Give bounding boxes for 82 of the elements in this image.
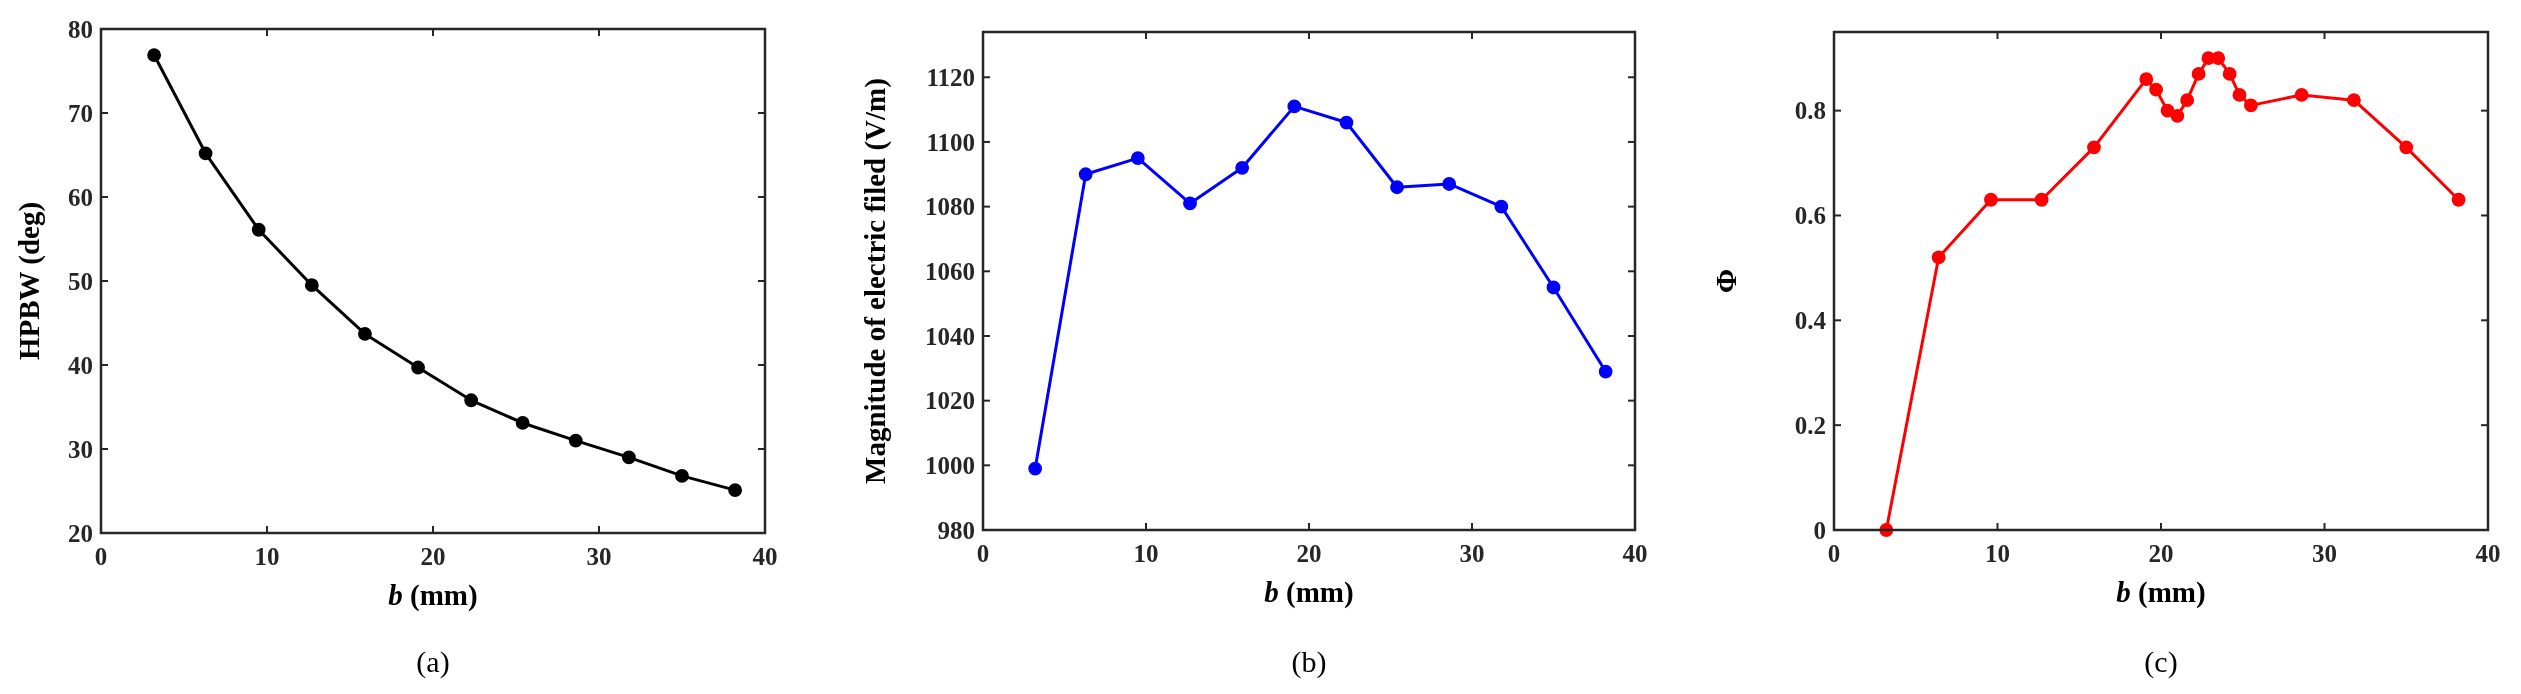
- x-axis-title: b (mm): [1264, 576, 1354, 609]
- x-tick-label: 20: [1296, 540, 1322, 567]
- point: [1546, 280, 1561, 295]
- x-tick-label: 10: [254, 543, 280, 570]
- point: [2087, 140, 2101, 155]
- y-tick-label: 0.6: [1794, 202, 1826, 230]
- y-tick-label: 50: [68, 267, 93, 295]
- x-tick-label: 10: [1985, 540, 2010, 567]
- y-axis-title: Φ: [1710, 268, 1742, 294]
- point: [1339, 115, 1354, 130]
- x-tick-label: 10: [1133, 540, 1159, 567]
- point: [1984, 192, 1998, 207]
- point: [147, 48, 162, 62]
- point: [2399, 140, 2414, 155]
- point: [675, 468, 689, 483]
- point: [1287, 99, 1302, 114]
- x-tick-label: 40: [2475, 540, 2501, 567]
- x-tick-label: 30: [586, 543, 612, 570]
- text: (b): [1291, 645, 1327, 679]
- point: [568, 433, 583, 448]
- y-tick-label: 1080: [925, 193, 975, 221]
- point: [2149, 82, 2164, 97]
- point: [1494, 199, 1509, 214]
- y-tick-label: 30: [68, 435, 93, 463]
- x-tick-label: 40: [752, 543, 778, 570]
- point: [251, 222, 266, 237]
- point: [2211, 51, 2226, 66]
- text: (a): [416, 645, 450, 679]
- x-tick-label: 40: [1622, 540, 1648, 567]
- point: [2294, 88, 2309, 102]
- point: [2451, 192, 2466, 207]
- x-tick-label: 30: [1459, 540, 1485, 567]
- point: [2222, 67, 2237, 81]
- point: [2232, 88, 2247, 102]
- x-axis-title: b (mm): [388, 579, 478, 612]
- y-tick-label: 1100: [926, 128, 975, 156]
- y-tick-label: 70: [68, 99, 93, 127]
- point: [198, 146, 213, 161]
- y-tick-label: 1040: [925, 322, 975, 350]
- y-tick-label: 1000: [925, 452, 975, 480]
- point: [1598, 364, 1613, 379]
- point: [2139, 72, 2154, 87]
- point: [464, 393, 479, 408]
- point: [1235, 160, 1250, 175]
- x-tick-label: 30: [2312, 540, 2337, 567]
- point: [2180, 93, 2195, 108]
- point: [358, 327, 372, 341]
- y-tick-label: 40: [68, 351, 93, 379]
- y-axis-title: HPBW (deg): [13, 201, 46, 361]
- y-tick-label: 1120: [926, 64, 975, 92]
- point: [2347, 93, 2361, 108]
- point: [1390, 180, 1404, 195]
- point: [2034, 192, 2049, 207]
- y-tick-label: 0.8: [1794, 97, 1826, 125]
- text: (c): [2144, 645, 2178, 679]
- y-tick-label: 1060: [925, 258, 975, 286]
- point: [1028, 461, 1043, 476]
- point: [304, 278, 319, 293]
- point: [411, 360, 425, 375]
- y-tick-label: 20: [68, 519, 93, 547]
- y-tick-label: 0.4: [1794, 307, 1827, 335]
- point: [2191, 67, 2206, 81]
- point: [515, 416, 530, 430]
- y-axis-title: Magnitude of electric filed (V/m): [859, 78, 892, 484]
- y-tick-label: 60: [68, 183, 93, 211]
- point: [728, 483, 743, 498]
- y-tick-label: 0.2: [1794, 411, 1826, 439]
- x-tick-label: 20: [2148, 540, 2174, 567]
- point: [621, 450, 636, 465]
- y-tick-label: 980: [937, 516, 975, 544]
- point: [1130, 151, 1145, 166]
- x-tick-label: 20: [420, 543, 446, 570]
- y-tick-label: 80: [68, 15, 93, 43]
- y-tick-label: 1020: [925, 387, 975, 415]
- x-axis-title: b (mm): [2116, 576, 2206, 609]
- point: [1442, 177, 1457, 191]
- point: [2244, 98, 2258, 113]
- point: [1183, 196, 1197, 211]
- point: [1078, 167, 1093, 182]
- point: [2170, 108, 2185, 123]
- y-tick-label: 0: [1813, 516, 1826, 544]
- point: [1931, 250, 1946, 265]
